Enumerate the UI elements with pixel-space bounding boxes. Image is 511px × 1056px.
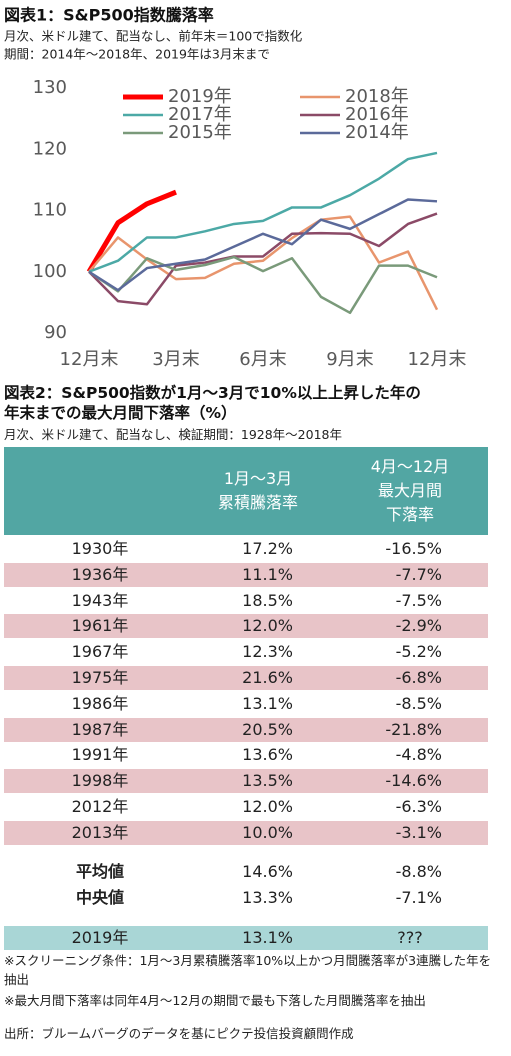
row-cell: 17.2%: [242, 539, 293, 558]
legend-label: 2019年: [168, 86, 232, 107]
row-cell: -7.1%: [395, 888, 442, 907]
table-title: 年末までの最大月間下落率（%）: [4, 404, 237, 422]
row-cell: 12.0%: [242, 797, 293, 816]
table-title: 図表2：S&P500指数が1月～3月で10%以上上昇した年の: [4, 384, 421, 402]
row-cell: 中央値: [75, 888, 124, 907]
x-tick-label: 12月末: [60, 349, 119, 370]
y-tick-label: 130: [33, 77, 67, 98]
row-cell: ???: [397, 928, 423, 947]
row-cell: 13.6%: [242, 745, 293, 765]
row-cell: 1943年: [71, 590, 129, 610]
row-cell: 21.6%: [242, 668, 293, 687]
row-cell: 1967年: [71, 642, 129, 662]
row-cell: 1998年: [71, 771, 129, 791]
y-tick-label: 90: [44, 322, 67, 343]
row-cell: -2.9%: [395, 616, 442, 636]
x-tick-label: 6月末: [239, 349, 286, 370]
legend-label: 2014年: [345, 122, 409, 143]
series-line: [88, 198, 438, 292]
row-cell: -14.6%: [385, 771, 442, 791]
row-cell: -7.7%: [395, 564, 442, 584]
series-line: [88, 212, 438, 306]
row-cell: 1975年: [71, 668, 129, 687]
header-cell: 下落率: [385, 505, 434, 524]
header-cell: 4月～12月: [370, 457, 450, 476]
note: 出所：ブルームバーグのデータを基にピクテ投信投資顧問作成: [4, 1026, 354, 1041]
row-band: [4, 614, 488, 639]
y-tick-label: 100: [33, 261, 67, 282]
header-band: [4, 447, 488, 535]
y-tick-label: 110: [33, 200, 67, 221]
x-tick-label: 3月末: [152, 349, 199, 370]
chart-subtitle: 期間：2014年～2018年、2019年は3月末まで: [4, 47, 270, 62]
row-cell: 1991年: [71, 745, 129, 765]
row-band: [4, 820, 488, 845]
header-cell: 1月～3月: [223, 469, 293, 488]
row-cell: 13.3%: [242, 888, 293, 907]
row-cell: 14.6%: [242, 862, 293, 881]
row-band: [4, 717, 488, 742]
row-cell: -8.8%: [395, 862, 442, 881]
row-cell: 1936年: [71, 564, 129, 584]
row-cell: 2013年: [71, 822, 129, 842]
row-band: [4, 562, 488, 587]
legend-label: 2017年: [168, 104, 232, 125]
row-cell: -16.5%: [385, 539, 442, 558]
row-band: [4, 769, 488, 794]
x-tick-label: 12月末: [408, 349, 467, 370]
row-cell: 13.1%: [242, 693, 293, 713]
row-cell: -5.2%: [395, 642, 442, 662]
row-cell: -4.8%: [395, 745, 442, 765]
note: ※最大月間下落率は同年4月～12月の期間で最も下落した月間騰落率を抽出: [4, 993, 426, 1008]
row-band: [4, 666, 488, 690]
row-cell: 18.5%: [242, 590, 293, 610]
chart: 図表1：S&P500指数騰落率 月次、米ドル建て、配当なし、前年末＝100で指数…: [4, 6, 467, 371]
row-cell: 12.3%: [242, 642, 293, 662]
header-cell: 最大月間: [377, 481, 442, 500]
current-band: [4, 926, 488, 950]
row-cell: 2012年: [71, 797, 129, 816]
row-cell: 1987年: [71, 719, 129, 739]
row-cell: -3.1%: [395, 822, 442, 842]
x-tick-label: 9月末: [326, 349, 373, 370]
series-line: [86, 189, 177, 274]
table-subtitle: 月次、米ドル建て、配当なし、検証期間：1928年～2018年: [4, 427, 342, 442]
chart-title: 図表1：S&P500指数騰落率: [4, 6, 214, 25]
row-cell: 10.0%: [242, 822, 293, 842]
row-cell: 20.5%: [242, 719, 293, 739]
legend-label: 2015年: [168, 122, 232, 143]
note: ※スクリーニング条件：1月～3月累積騰落率10%以上かつ月間騰落率が3連騰した年…: [4, 953, 492, 987]
row-cell: 11.1%: [242, 564, 293, 584]
row-cell: -8.5%: [395, 693, 442, 713]
row-cell: 13.5%: [242, 771, 293, 791]
row-cell: 2019年: [71, 928, 129, 947]
chart-subtitle: 月次、米ドル建て、配当なし、前年末＝100で指数化: [4, 29, 303, 44]
y-tick-label: 120: [33, 138, 67, 159]
row-cell: -7.5%: [395, 590, 442, 610]
row-cell: 平均値: [75, 862, 124, 881]
row-cell: 1930年: [71, 539, 129, 558]
row-cell: -6.8%: [395, 668, 442, 687]
row-cell: 13.1%: [242, 928, 293, 947]
row-cell: 12.0%: [242, 616, 293, 636]
legend-label: 2016年: [345, 104, 409, 125]
series-line: [88, 151, 438, 273]
row-cell: 1961年: [71, 616, 129, 636]
header-cell: 累積騰落率: [217, 493, 298, 512]
series-line: [88, 255, 438, 315]
legend-label: 2018年: [345, 86, 409, 107]
row-cell: -21.8%: [385, 719, 442, 739]
row-cell: -6.3%: [395, 797, 442, 816]
row-cell: 1986年: [71, 693, 129, 713]
